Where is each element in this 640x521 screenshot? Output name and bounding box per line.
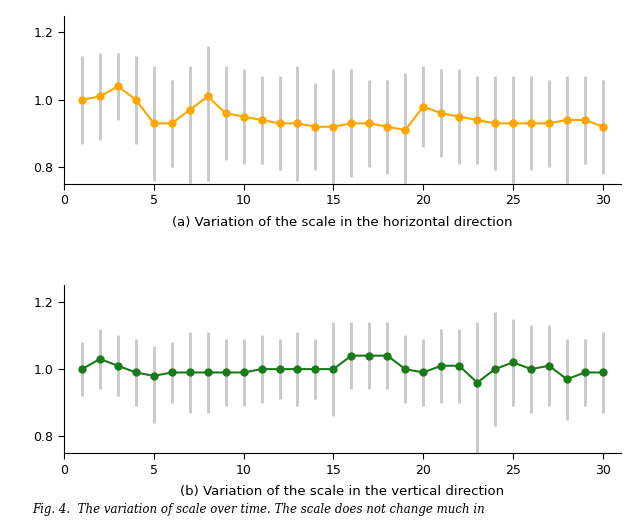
Text: Fig. 4.  The variation of scale over time. The scale does not change much in: Fig. 4. The variation of scale over time… (32, 503, 484, 516)
X-axis label: (b) Variation of the scale in the vertical direction: (b) Variation of the scale in the vertic… (180, 485, 504, 498)
X-axis label: (a) Variation of the scale in the horizontal direction: (a) Variation of the scale in the horizo… (172, 216, 513, 229)
